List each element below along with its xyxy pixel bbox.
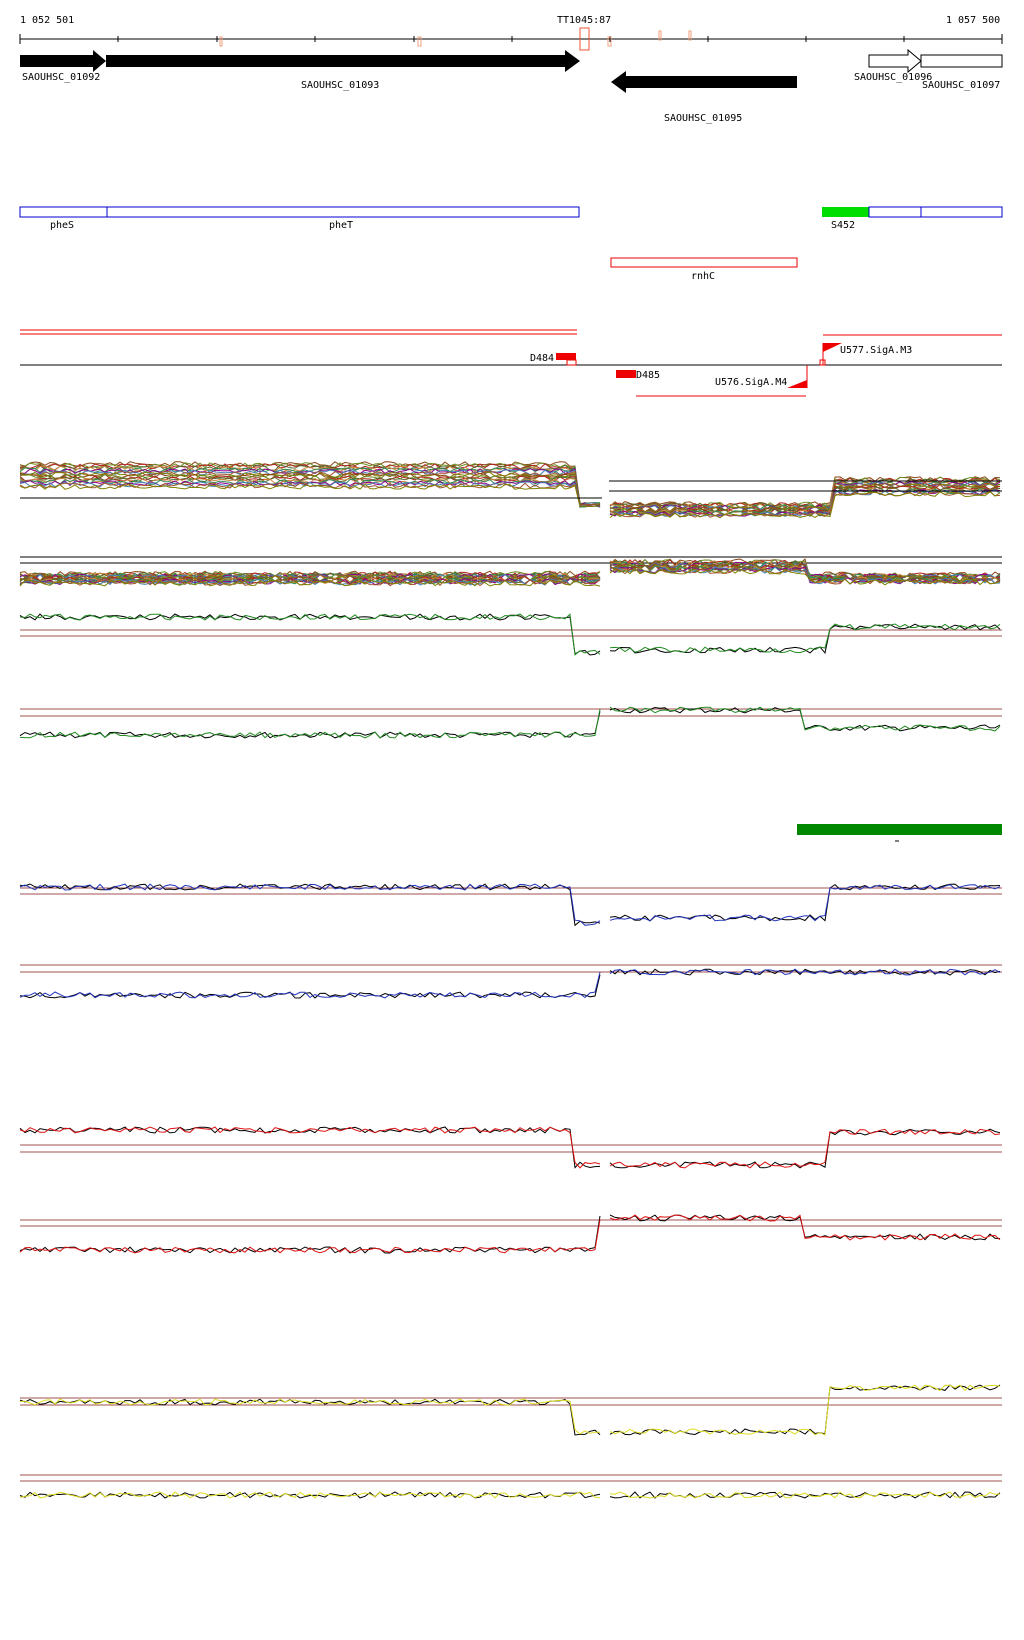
- red-plus-line: [19, 1126, 1001, 1169]
- highlight-region[interactable]: [797, 824, 1002, 842]
- gene-label: SAOUHSC_01092: [22, 72, 100, 83]
- gene-saouhsc-01092[interactable]: SAOUHSC_01092: [20, 50, 106, 83]
- annotation-label: S452: [831, 220, 855, 231]
- annotation-unlabeled-block[interactable]: [920, 206, 1003, 218]
- gene-saouhsc-01097[interactable]: SAOUHSC_01097: [920, 54, 1003, 91]
- segment-track: D484 D485 U576.SigA.M4 U577.SigA.M3: [20, 329, 1002, 397]
- annotation-phet[interactable]: pheT: [106, 206, 580, 231]
- ruler-end-label: 1 057 500: [946, 15, 1000, 26]
- green-plus-reference-line: [19, 613, 1001, 656]
- blue-minus-line: [19, 968, 1001, 999]
- feature-u577-siga-m3[interactable]: U577.SigA.M3: [819, 343, 912, 366]
- annotation-unlabeled-block[interactable]: [868, 206, 922, 218]
- annotation-label: pheS: [50, 220, 74, 231]
- ruler-start-label: 1 052 501: [20, 15, 74, 26]
- feature-label: D485: [636, 370, 660, 381]
- expression-tracks: [19, 461, 1002, 1499]
- green-plus-line: [19, 613, 1001, 656]
- terminator-tt1045-box: [579, 27, 590, 51]
- blue-minus-reference-line: [19, 968, 1001, 999]
- annotation-plus-track: pheS pheT S452: [19, 206, 1003, 231]
- red-minus-reference-line: [19, 1214, 1001, 1254]
- blue-plus-line: [19, 883, 1001, 926]
- gene-label: SAOUHSC_01097: [922, 80, 1000, 91]
- feature-label: U577.SigA.M3: [840, 345, 912, 356]
- yellow-plus-line: [19, 1384, 1001, 1436]
- annotation-rnhc[interactable]: rnhC: [610, 257, 798, 282]
- gene-saouhsc-01095[interactable]: SAOUHSC_01095: [611, 71, 797, 124]
- annotation-label: pheT: [329, 220, 353, 231]
- red-plus-reference-line: [19, 1126, 1001, 1169]
- annotation-label: rnhC: [691, 271, 715, 282]
- annotation-minus-track: rnhC: [610, 257, 798, 282]
- green-minus-line: [19, 706, 1001, 739]
- yellow-minus-line: [19, 1491, 1001, 1499]
- yellow-plus-reference-line: [19, 1384, 1001, 1436]
- coordinate-ruler: 1 052 501 TT1045:87 1 057 500: [19, 15, 1003, 51]
- annotation-s452[interactable]: S452: [822, 207, 869, 231]
- annotation-phes[interactable]: pheS: [19, 206, 108, 231]
- feature-label: D484: [530, 353, 554, 364]
- gene-label: SAOUHSC_01096: [854, 72, 932, 83]
- terminator-marks: [219, 27, 692, 51]
- gene-saouhsc-01093[interactable]: SAOUHSC_01093: [106, 50, 580, 91]
- gene-label: SAOUHSC_01095: [664, 113, 742, 124]
- ruler-ticks: [19, 34, 1003, 44]
- profile-line: [19, 567, 1001, 587]
- profile-line: [19, 483, 1001, 519]
- feature-d485[interactable]: D485: [616, 370, 660, 381]
- gene-track: SAOUHSC_01092 SAOUHSC_01093 SAOUHSC_0109…: [20, 48, 1003, 124]
- feature-label: U576.SigA.M4: [715, 377, 787, 388]
- red-minus-line: [19, 1214, 1001, 1254]
- feature-d484[interactable]: D484: [530, 353, 577, 366]
- gene-label: SAOUHSC_01093: [301, 80, 379, 91]
- feature-u576-siga-m4[interactable]: U576.SigA.M4: [715, 365, 808, 388]
- ruler-marker-label[interactable]: TT1045:87: [557, 15, 611, 26]
- gene-saouhsc-01096[interactable]: SAOUHSC_01096: [854, 48, 932, 83]
- blue-plus-reference-line: [19, 883, 1001, 927]
